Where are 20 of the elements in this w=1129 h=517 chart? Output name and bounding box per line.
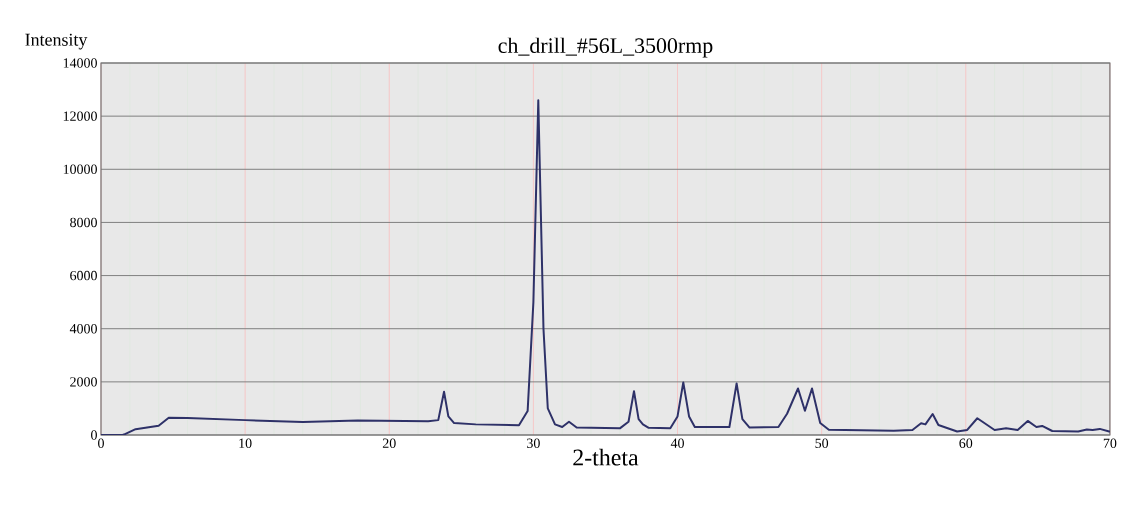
- x-tick-label: 0: [98, 438, 104, 448]
- line-series: [101, 99, 1110, 435]
- y-tick-label: 2000: [70, 377, 97, 387]
- y-tick-label: 14000: [63, 58, 97, 68]
- chart-title: ch_drill_#56L_3500rmp: [498, 37, 713, 58]
- y-tick-label: 12000: [63, 111, 97, 121]
- y-tick-label: 4000: [69, 324, 97, 334]
- x-axis-title: 2-theta: [573, 448, 639, 466]
- x-tick-label: 70: [1103, 438, 1117, 448]
- y-tick-label: 10000: [63, 164, 97, 174]
- x-tick-label: 40: [670, 438, 684, 448]
- y-axis-title: Intensity: [25, 33, 88, 50]
- x-tick-label: 50: [815, 438, 829, 448]
- x-tick-label: 30: [527, 438, 540, 448]
- x-tick-label: 10: [239, 438, 252, 448]
- y-tick-label: 8000: [70, 217, 97, 228]
- y-tick-label: 6000: [70, 270, 97, 281]
- y-tick-label: 0: [91, 430, 97, 440]
- x-tick-label: 20: [382, 438, 396, 448]
- x-tick-label: 60: [959, 438, 973, 448]
